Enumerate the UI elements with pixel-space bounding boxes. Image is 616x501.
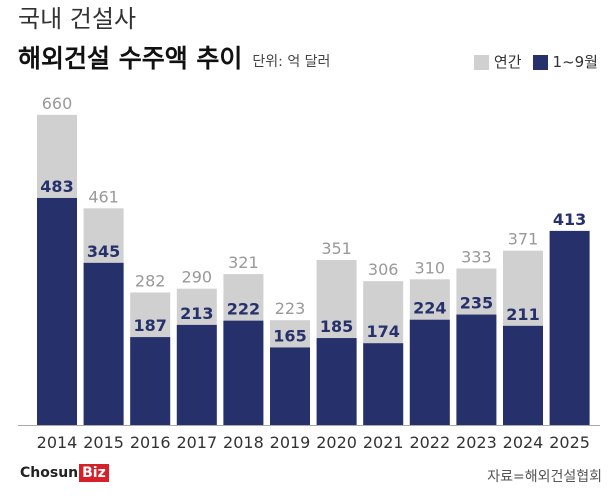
legend-label-jan-sep: 1~9월 <box>552 53 598 71</box>
data-label-annual: 306 <box>368 260 399 279</box>
data-label-jan-sep: 224 <box>413 299 446 318</box>
bar-jan-sep <box>549 230 590 425</box>
bar-jan-sep <box>316 338 357 425</box>
bar-jan-sep <box>503 325 543 425</box>
unit-label: 단위: 억 달러 <box>252 54 331 70</box>
bar-jan-sep <box>37 197 77 425</box>
data-label-annual: 660 <box>42 94 73 113</box>
x-tick-label: 2025 <box>549 433 590 452</box>
data-label-annual: 321 <box>228 253 259 272</box>
bar-jan-sep <box>176 324 217 425</box>
data-label-jan-sep: 483 <box>40 177 73 196</box>
header-row: 해외건설 수주액 추이 단위: 억 달러 연간 1~9월 <box>18 42 598 76</box>
chart-title: 해외건설 수주액 추이 <box>18 44 243 73</box>
data-label-annual: 461 <box>88 187 119 206</box>
source-note: 자료=해외건설협회 <box>487 469 602 485</box>
bar-jan-sep <box>409 319 450 425</box>
data-label-jan-sep: 174 <box>366 322 399 341</box>
x-tick-label: 2018 <box>223 433 264 452</box>
x-tick-label: 2022 <box>409 433 450 452</box>
data-label-jan-sep: 413 <box>553 210 586 229</box>
data-label-jan-sep: 165 <box>273 326 306 345</box>
data-label-jan-sep: 211 <box>506 305 539 324</box>
x-tick-label: 2014 <box>37 433 78 452</box>
bar-jan-sep <box>363 343 404 425</box>
data-label-jan-sep: 187 <box>133 316 166 335</box>
bar-jan-sep <box>83 262 124 425</box>
bar-jan-sep <box>456 314 497 425</box>
x-tick-label: 2023 <box>456 433 497 452</box>
data-label-annual: 333 <box>461 247 492 266</box>
legend-label-annual: 연간 <box>493 53 522 71</box>
data-label-annual: 351 <box>321 239 352 258</box>
data-label-jan-sep: 213 <box>180 304 213 323</box>
x-tick-label: 2024 <box>503 433 544 452</box>
data-label-jan-sep: 345 <box>87 242 120 261</box>
legend-swatch-annual <box>473 54 489 70</box>
data-label-jan-sep: 235 <box>460 294 493 313</box>
chart-subtitle: 국내 건설사 <box>18 5 137 33</box>
bar-jan-sep <box>270 347 310 425</box>
bar-jan-sep <box>130 337 171 425</box>
logo-text: Chosun <box>20 465 79 481</box>
x-tick-label: 2020 <box>316 433 357 452</box>
data-label-annual: 282 <box>135 271 166 290</box>
legend: 연간 1~9월 <box>473 52 598 72</box>
x-tick-label: 2021 <box>363 433 404 452</box>
x-tick-label: 2015 <box>83 433 124 452</box>
data-label-annual: 290 <box>182 268 213 287</box>
bar-jan-sep <box>223 320 264 425</box>
x-tick-label: 2019 <box>270 433 311 452</box>
chosunbiz-logo: Chosun Biz <box>20 464 109 482</box>
data-label-jan-sep: 185 <box>320 317 353 336</box>
x-tick-label: 2017 <box>176 433 217 452</box>
data-label-annual: 310 <box>415 258 446 277</box>
data-label-annual: 223 <box>275 299 306 318</box>
x-tick-label: 2016 <box>130 433 171 452</box>
logo-accent: Biz <box>79 464 109 482</box>
legend-swatch-jan-sep <box>532 54 548 70</box>
data-label-jan-sep: 222 <box>227 300 260 319</box>
data-label-annual: 371 <box>508 230 539 249</box>
